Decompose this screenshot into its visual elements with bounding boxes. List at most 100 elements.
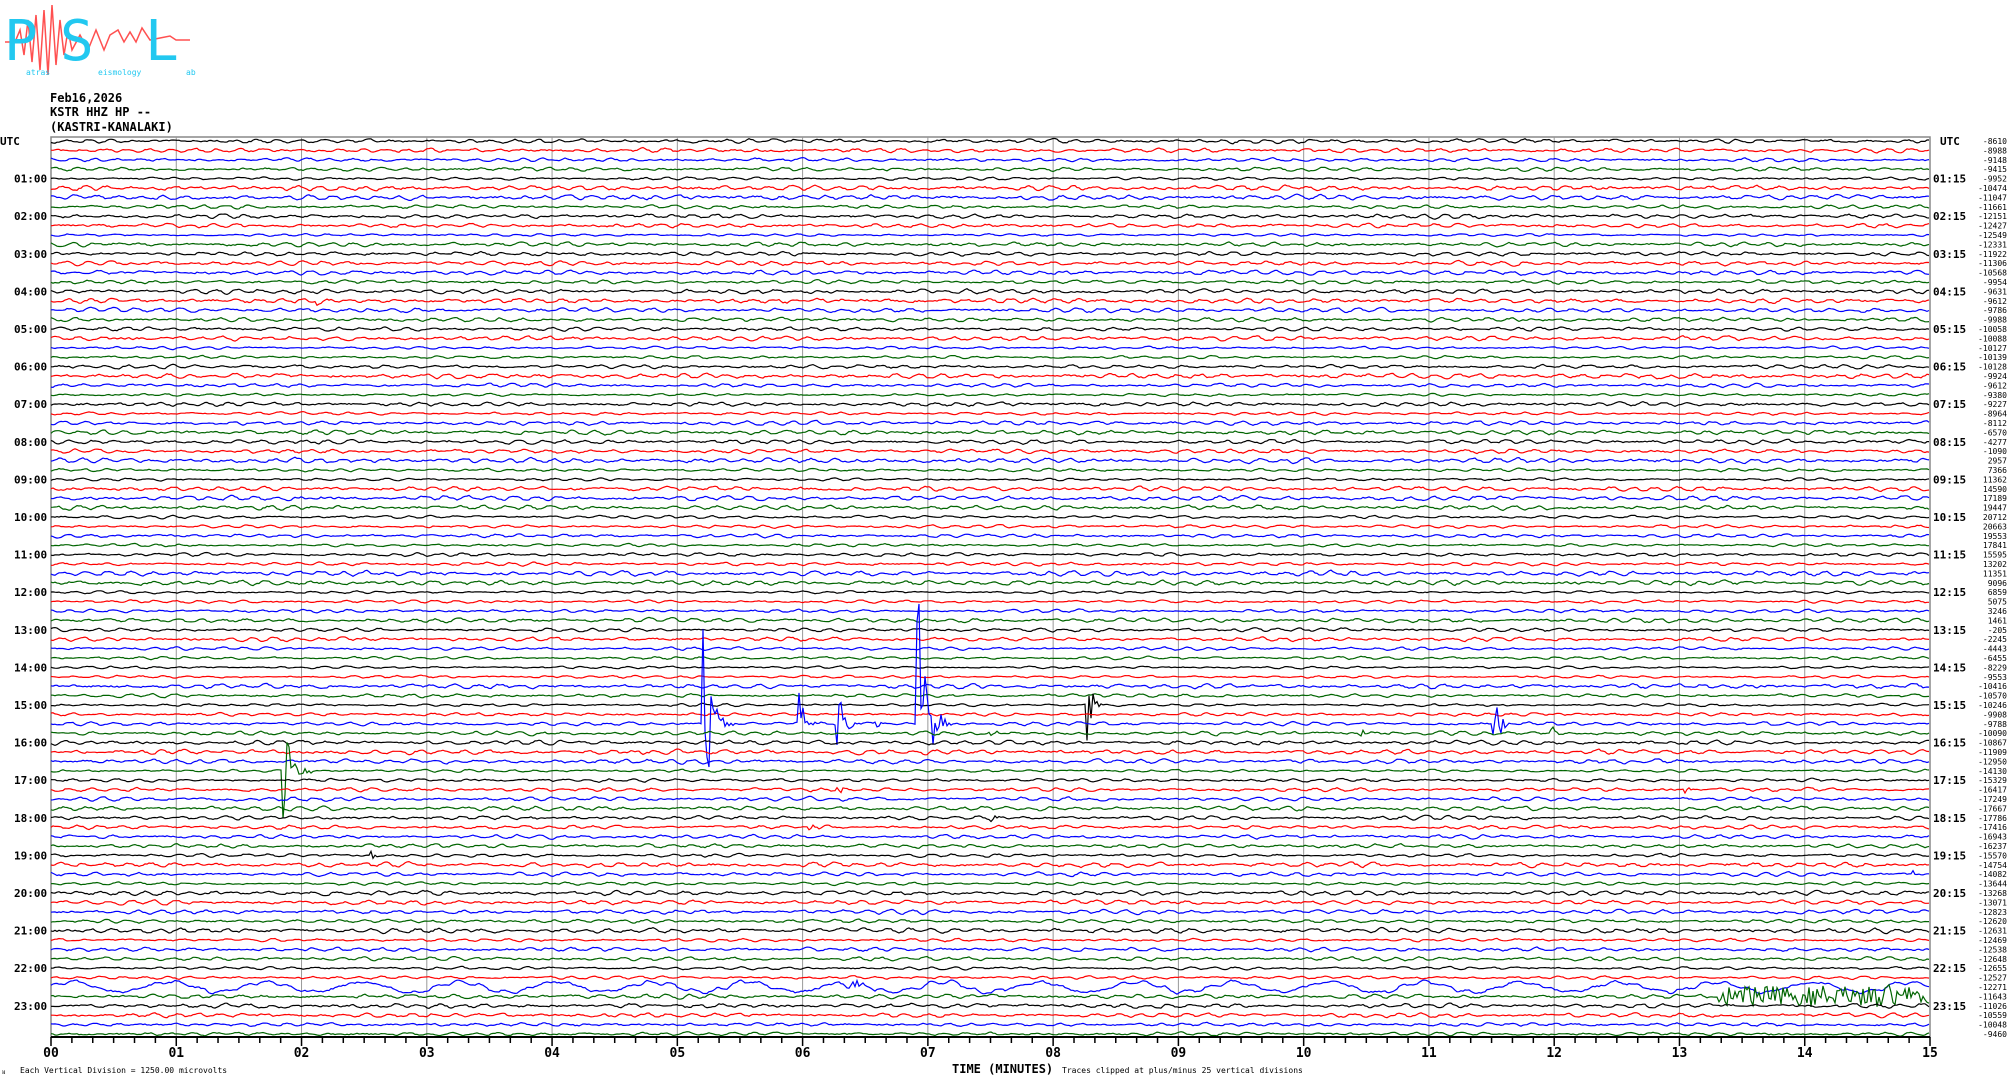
hour-label-left: 06:00	[14, 361, 47, 374]
trace-offset-label: -9988	[1983, 316, 2007, 325]
trace-offset-label: -11026	[1978, 1002, 2007, 1011]
trace-line	[50, 983, 1930, 1008]
hour-label-right: 13:15	[1933, 624, 1966, 637]
trace-line	[50, 354, 1930, 360]
trace-offset-label: -10246	[1978, 701, 2007, 710]
trace-line	[50, 739, 1930, 747]
station-label: (KASTRI-KANALAKI)	[50, 120, 173, 134]
trace-offset-label: -12469	[1978, 936, 2007, 945]
trace-offset-label: -10139	[1978, 353, 2007, 362]
hour-label-right: 20:15	[1933, 887, 1966, 900]
trace-line	[50, 869, 1929, 878]
hour-label-right: 16:15	[1933, 737, 1966, 750]
trace-line	[50, 382, 1930, 389]
trace-line	[50, 926, 1930, 935]
trace-offset-label: 17841	[1983, 541, 2007, 550]
x-tick-label: 14	[1797, 1046, 1813, 1061]
logo-subtext-3: ab	[186, 68, 196, 77]
trace-offset-label: -6570	[1983, 428, 2007, 437]
trace-line	[50, 259, 1930, 267]
hour-label-left: 02:00	[14, 210, 47, 223]
trace-offset-label: -10090	[1978, 729, 2007, 738]
logo-letter-p: P	[4, 9, 38, 74]
trace-line	[50, 514, 1930, 520]
hour-label-left: 13:00	[14, 624, 47, 637]
trace-offset-label: -4443	[1983, 645, 2007, 654]
hour-label-left: 10:00	[14, 511, 47, 524]
x-tick-label: 02	[294, 1046, 310, 1061]
trace-offset-label: -9612	[1983, 297, 2007, 306]
trace-offset-label: -16237	[1978, 842, 2007, 851]
trace-offset-label: 2957	[1988, 457, 2007, 466]
trace-offset-label: -14754	[1978, 861, 2007, 870]
trace-offset-label: 20712	[1983, 513, 2007, 522]
trace-offset-label: -12427	[1978, 222, 2007, 231]
trace-offset-label: -9553	[1983, 673, 2007, 682]
hour-label-right: 19:15	[1933, 849, 1966, 862]
x-tick-label: 13	[1672, 1046, 1688, 1061]
trace-offset-label: -14082	[1978, 870, 2007, 879]
trace-line	[50, 156, 1930, 163]
trace-line	[50, 193, 1930, 201]
corner-mark: ᴚ	[2, 1068, 6, 1076]
trace-offset-label: -10570	[1978, 692, 2007, 701]
trace-offset-label: -205	[1988, 626, 2007, 635]
trace-offset-label: -16943	[1978, 833, 2007, 842]
hour-label-left: 11:00	[14, 549, 47, 562]
hour-label-left: 17:00	[14, 774, 47, 787]
date-label: Feb16,2026	[50, 91, 123, 105]
hour-label-left: 21:00	[14, 925, 47, 938]
trace-line	[50, 400, 1930, 408]
trace-offset-label: -9952	[1983, 175, 2007, 184]
logo-seismogram	[5, 4, 190, 76]
trace-offset-label: -17416	[1978, 823, 2007, 832]
trace-line	[50, 918, 1929, 924]
trace-line	[50, 232, 1930, 237]
trace-line	[51, 363, 1930, 370]
x-tick-label: 11	[1421, 1046, 1437, 1061]
trace-line	[50, 1002, 1930, 1010]
trace-offset-label: -9227	[1983, 400, 2007, 409]
trace-line	[50, 184, 1930, 192]
hour-label-left: 01:00	[14, 173, 47, 186]
trace-offset-label: 19553	[1983, 532, 2007, 541]
hour-label-left: 15:00	[14, 699, 47, 712]
trace-offset-label: -11922	[1978, 250, 2007, 259]
hour-label-right: 09:15	[1933, 473, 1966, 486]
trace-line	[50, 542, 1929, 548]
hour-label-left: 08:00	[14, 436, 47, 449]
trace-offset-label: -10058	[1978, 325, 2007, 334]
trace-line	[50, 955, 1930, 962]
hour-label-left: 12:00	[14, 586, 47, 599]
trace-line	[50, 213, 1930, 220]
trace-offset-label: -15329	[1978, 776, 2007, 785]
trace-line	[50, 692, 1930, 699]
trace-offset-label: -12950	[1978, 757, 2007, 766]
x-tick-label: 09	[1171, 1046, 1187, 1061]
trace-offset-label: 11351	[1983, 569, 2007, 578]
trace-offset-label: -9786	[1983, 306, 2007, 315]
trace-line	[50, 899, 1930, 906]
trace-line	[50, 889, 1930, 897]
trace-line	[50, 636, 1930, 643]
right-axis-title: UTC	[1940, 135, 1960, 148]
trace-offset-label: -11643	[1978, 992, 2007, 1001]
trace-line	[51, 561, 1930, 567]
trace-line	[50, 804, 1930, 812]
trace-offset-label: -10088	[1978, 334, 2007, 343]
trace-line	[50, 655, 1930, 661]
trace-line	[50, 795, 1930, 803]
trace-line	[50, 599, 1929, 605]
trace-offset-label: -12655	[1978, 964, 2007, 973]
trace-line	[50, 758, 1930, 765]
trace-line	[50, 569, 1930, 577]
trace-offset-label: 7366	[1988, 466, 2007, 475]
x-tick-label: 12	[1546, 1046, 1562, 1061]
hour-label-left: 14:00	[14, 661, 47, 674]
trace-line	[50, 533, 1930, 539]
plot-frame	[50, 136, 1931, 1038]
hour-label-right: 02:15	[1933, 210, 1966, 223]
x-tick-label: 06	[795, 1046, 811, 1061]
trace-line	[50, 711, 1930, 717]
